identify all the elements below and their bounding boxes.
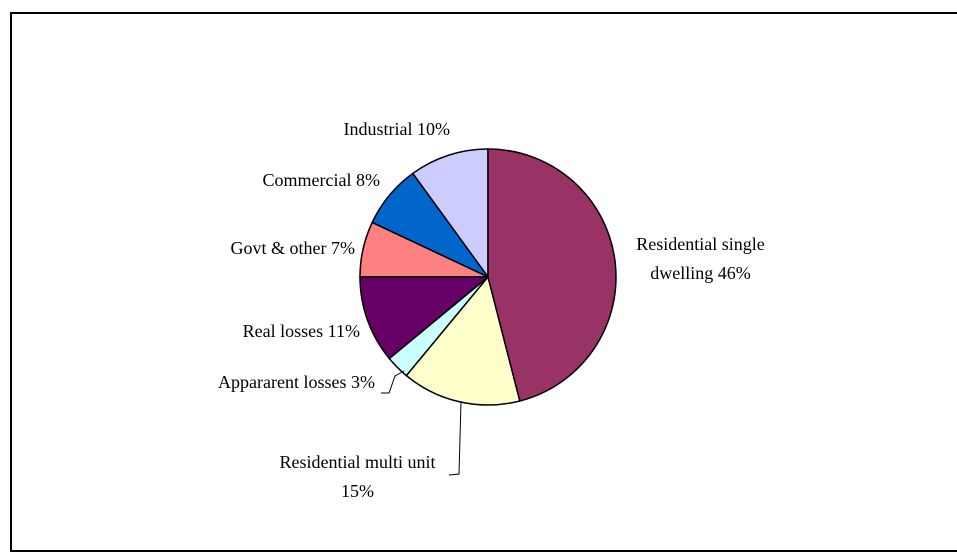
slice-label: Industrial 10%	[250, 115, 451, 144]
slice-label: Appararent losses 3%	[195, 368, 375, 397]
category-label: Govt & other	[230, 238, 327, 258]
category-label: Appararent losses	[218, 372, 347, 392]
pie-canvas	[359, 148, 617, 476]
value-label: 46%	[717, 263, 751, 283]
pie-slice	[487, 148, 617, 402]
value-label: 15%	[341, 481, 374, 501]
value-label: 3%	[351, 372, 375, 392]
category-label: Commercial	[262, 170, 352, 190]
pie-slice	[405, 275, 521, 406]
chart: Residential single dwelling 46% Residenti…	[10, 12, 957, 552]
pie-slice	[359, 276, 491, 360]
value-label: 11%	[327, 321, 360, 341]
pie-slice	[411, 148, 489, 280]
value-label: 8%	[356, 170, 380, 190]
slice-label: Real losses 11%	[170, 317, 360, 346]
slice-label: Commercial 8%	[180, 166, 380, 195]
category-label: Residential multi unit	[279, 452, 436, 472]
leader-line	[448, 401, 462, 476]
slice-label: Govt & other 7%	[150, 234, 356, 263]
slice-label: Residential single dwelling 46%	[608, 230, 793, 288]
value-label: 7%	[331, 238, 355, 258]
category-label: Real losses	[242, 321, 324, 341]
category-label: Residential single dwelling	[636, 234, 765, 283]
slice-label: Residential multi unit 15%	[270, 448, 445, 506]
category-label: Industrial	[343, 119, 413, 139]
value-label: 10%	[417, 119, 450, 139]
leader-line	[381, 370, 405, 394]
